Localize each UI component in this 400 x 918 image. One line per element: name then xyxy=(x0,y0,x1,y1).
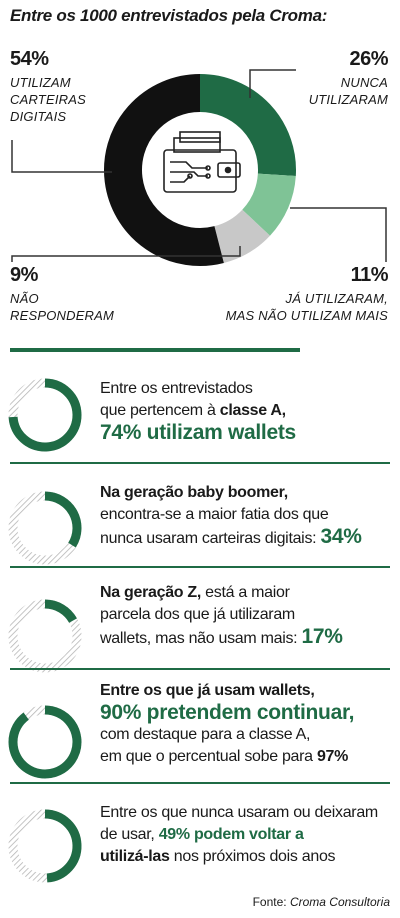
stat-baby-boomer: Na geração baby boomer, encontra-se a ma… xyxy=(100,484,362,548)
label-ja-utilizaram-text: JÁ UTILIZARAM, MAS NÃO UTILIZAM MAIS xyxy=(225,291,388,323)
source-credit: Fonte: Croma Consultoria xyxy=(252,895,390,909)
ring-chart-voltar xyxy=(8,809,82,883)
leader-line-nao-responderam xyxy=(11,246,241,262)
ring-value-arc xyxy=(8,705,82,779)
leader-line-ja-utilizaram xyxy=(290,207,387,262)
wallet-icon xyxy=(163,131,241,193)
stat-voltar: Entre os que nunca usaram ou deixaram de… xyxy=(100,804,378,865)
slice-nunca-utilizaram xyxy=(199,74,296,177)
slice-ja-utilizaram xyxy=(241,172,296,236)
row-divider xyxy=(10,782,390,784)
row-divider xyxy=(10,462,390,464)
label-nao-responderam-pct: 9% xyxy=(10,264,38,286)
slice-utilizam xyxy=(104,74,224,266)
slice-nao-responderam xyxy=(213,209,270,263)
donut-chart xyxy=(11,69,387,266)
stat-continuar: Entre os que já usam wallets, 90% preten… xyxy=(100,682,355,765)
leader-line-nunca xyxy=(249,69,296,98)
label-utilizam-text: UTILIZAM CARTEIRAS DIGITAIS xyxy=(10,75,86,124)
label-utilizam-pct: 54% xyxy=(10,48,49,70)
label-nunca-text: NUNCA UTILIZARAM xyxy=(308,75,388,107)
ring-chart-geracao-z xyxy=(8,599,82,673)
donut-slices xyxy=(104,74,296,266)
ring-chart-classe-a xyxy=(8,378,82,452)
label-nao-responderam-text: NÃO RESPONDERAM xyxy=(10,291,115,323)
ring-value-arc xyxy=(44,491,82,548)
ring-value-arc xyxy=(44,599,77,623)
label-nunca-pct: 26% xyxy=(349,48,388,70)
leader-line-utilizam xyxy=(11,140,112,173)
stat-geracao-z: Na geração Z, está a maior parcela dos q… xyxy=(100,584,343,648)
ring-chart-baby-boomer xyxy=(8,491,82,565)
section-divider xyxy=(10,348,300,352)
ring-value-arc xyxy=(44,809,82,883)
ring-chart-continuar xyxy=(8,705,82,779)
row-divider xyxy=(10,566,390,568)
ring-value-arc xyxy=(8,378,82,452)
stat-classe-a: Entre os entrevistados que pertencem à c… xyxy=(100,380,296,444)
chart-title: Entre os 1000 entrevistados pela Croma: xyxy=(10,6,328,25)
row-divider xyxy=(10,668,390,670)
label-ja-utilizaram-pct: 11% xyxy=(350,264,389,286)
